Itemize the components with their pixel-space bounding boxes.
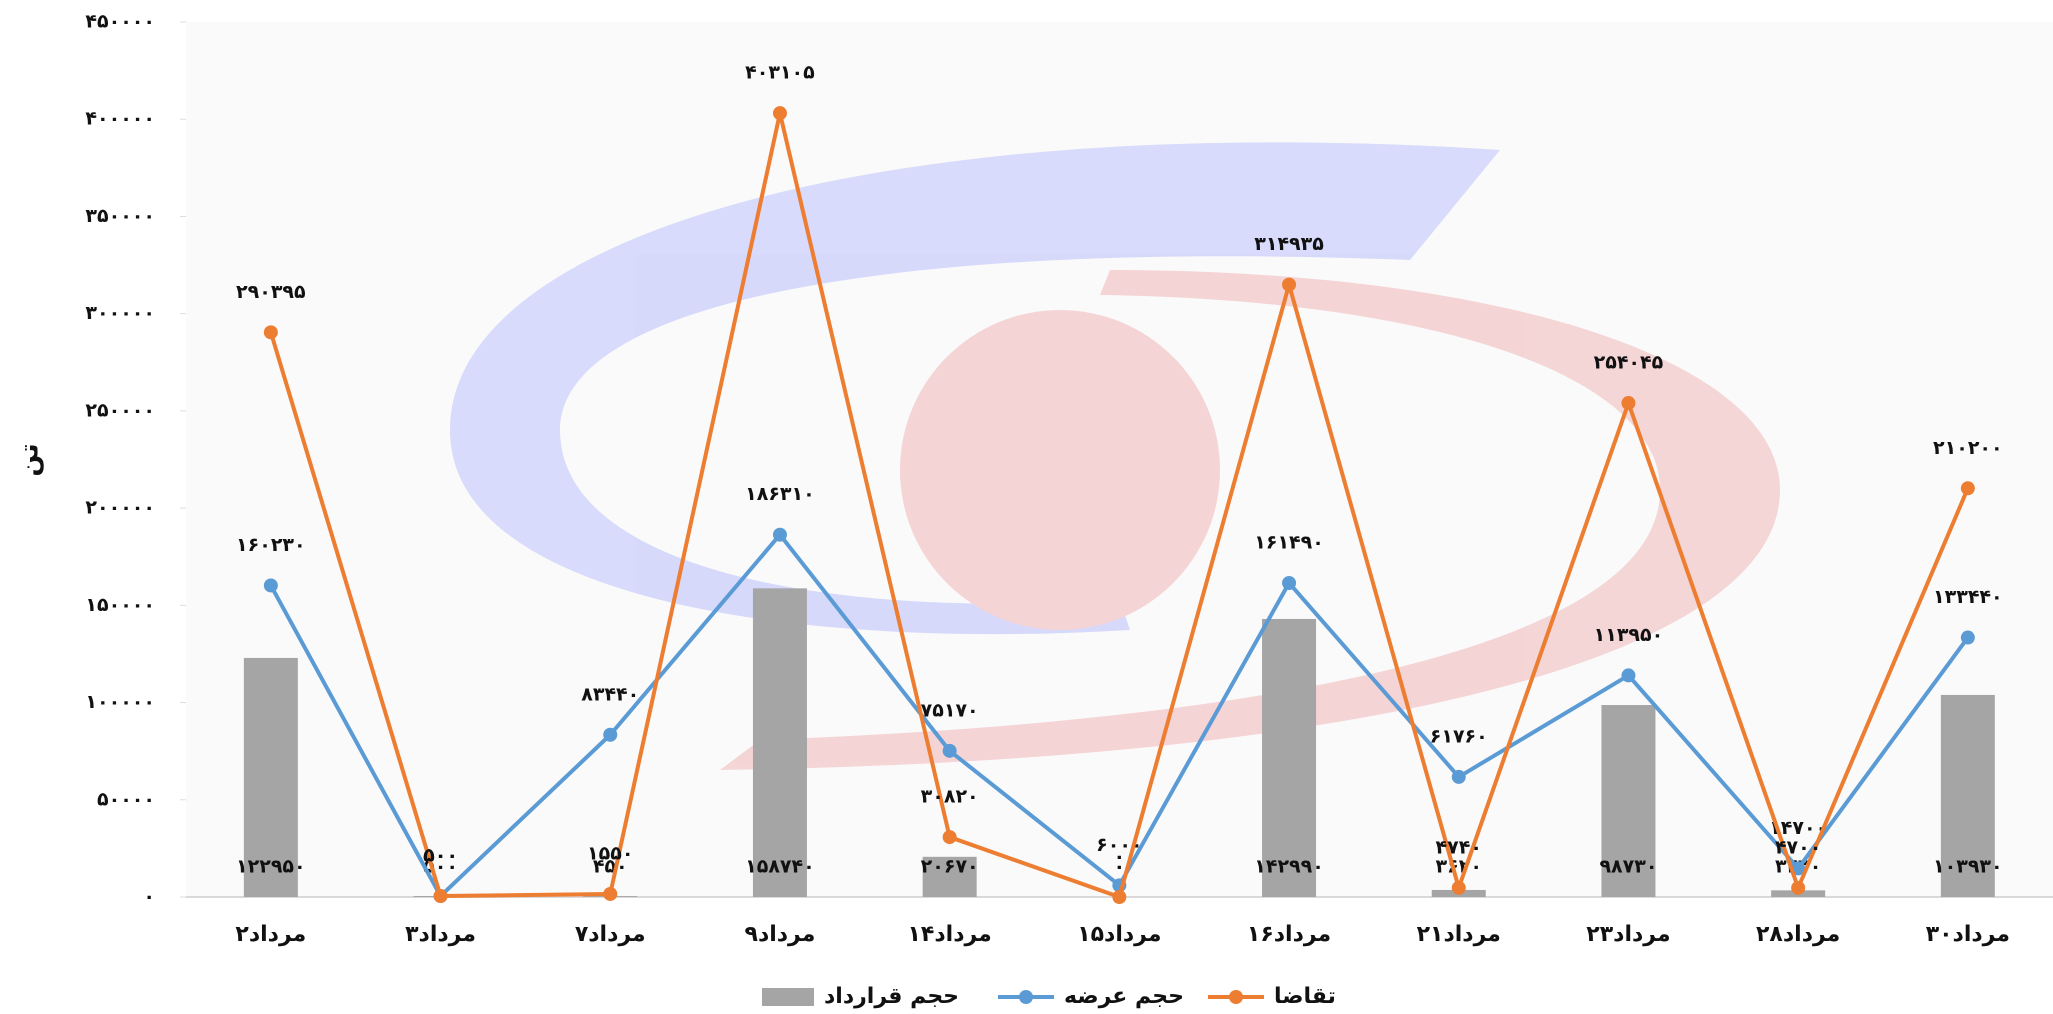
point-value-label: ۸۳۴۴۰ (581, 683, 639, 705)
point-value-label: ۱۳۳۴۴۰ (1933, 586, 2003, 608)
legend-label: حجم قرارداد (824, 984, 959, 1009)
series-point (772, 106, 787, 121)
series-point (1621, 668, 1636, 683)
series-point (1451, 769, 1466, 784)
point-value-label: ۳۱۴۹۳۵ (1254, 233, 1324, 255)
bar (752, 588, 807, 897)
watermark (450, 142, 1780, 770)
point-value-label: ۴۰۳۱۰۵ (745, 62, 815, 84)
y-tick-label: ۴۰۰۰۰۰ (85, 108, 155, 130)
bar (922, 856, 977, 897)
x-tick-label: ۲۸مرداد (1756, 922, 1840, 947)
point-value-label: ۱۵۵۰ (587, 842, 633, 864)
bar-value-label: ۱۵۸۷۴۰ (745, 856, 815, 878)
legend-label: حجم عرضه (1064, 984, 1184, 1009)
point-value-label: ۱۱۳۹۵۰ (1594, 624, 1664, 646)
series-point (263, 325, 278, 340)
bar (1601, 705, 1656, 897)
bar-value-label: ۱۴۲۹۹۰ (1254, 856, 1324, 878)
series-point (263, 578, 278, 593)
y-tick-label: ۰ (143, 886, 155, 908)
bar (1262, 618, 1317, 897)
y-tick-label: ۲۵۰۰۰۰ (85, 399, 155, 421)
series-point (603, 886, 618, 901)
x-tick-label: ۱۶مرداد (1247, 922, 1331, 947)
legend-swatch (1019, 990, 1033, 1004)
y-tick-label: ۳۵۰۰۰۰ (85, 205, 155, 227)
bar-value-label: ۹۸۷۳۰ (1599, 856, 1657, 878)
series-point (942, 743, 957, 758)
series-point (433, 889, 448, 904)
bar-value-label: ۱۲۲۹۵۰ (236, 856, 306, 878)
x-tick-label: ۳۰مرداد (1926, 922, 2010, 947)
point-value-label: ۳۰۸۲۰ (921, 786, 979, 808)
series-point (1621, 396, 1636, 411)
series-point (1282, 277, 1297, 292)
series-point (603, 727, 618, 742)
series-point (1282, 575, 1297, 590)
series-point (772, 527, 787, 542)
point-value-label: ۱۸۶۳۱۰ (745, 483, 815, 505)
bar (243, 657, 298, 897)
bar (1940, 694, 1995, 897)
y-tick-label: ۲۰۰۰۰۰ (85, 497, 155, 519)
point-value-label: ۶۱۷۶۰ (1430, 725, 1488, 747)
point-value-label: ۰ (1114, 846, 1126, 868)
legend-label: تقاضا (1274, 984, 1336, 1009)
point-value-label: ۱۶۱۴۹۰ (1254, 531, 1324, 553)
point-value-label: ۴۷۰۰ (1775, 836, 1821, 858)
x-tick-label: ۱۴مرداد (908, 922, 992, 947)
y-tick-label: ۵۰۰۰۰ (97, 788, 155, 810)
y-tick-label: ۳۰۰۰۰۰ (85, 302, 155, 324)
y-tick-label: ۱۰۰۰۰۰ (85, 691, 155, 713)
x-tick-label: ۹مرداد (745, 922, 816, 947)
bar-value-label: ۳۶۲۰ (1436, 856, 1482, 878)
x-tick-label: ۷مرداد (575, 922, 646, 947)
x-tick-label: ۱۵مرداد (1077, 922, 1161, 947)
bar-value-label: ۱۰۳۹۳۰ (1933, 856, 2003, 878)
point-value-label: ۲۵۴۰۴۵ (1594, 352, 1664, 374)
x-tick-label: ۳مرداد (405, 922, 476, 947)
point-value-label: ۷۵۱۷۰ (921, 699, 979, 721)
point-value-label: ۴۷۴۰ (1436, 836, 1482, 858)
series-point (1112, 890, 1127, 904)
bar-value-label: ۲۰۶۷۰ (921, 856, 979, 878)
x-tick-label: ۲۳مرداد (1586, 922, 1670, 947)
y-axis-title: تن (15, 443, 45, 476)
point-value-label: ۱۴۷۰۰ (1769, 817, 1827, 839)
x-tick-label: ۲مرداد (235, 922, 306, 947)
point-value-label: ۲۱۰۲۰۰ (1933, 437, 2003, 459)
point-value-label: ۵۰۰ (423, 845, 458, 867)
series-point (942, 830, 957, 845)
point-value-label: ۱۶۰۲۳۰ (236, 534, 306, 556)
x-tick-label: ۲۱مرداد (1417, 922, 1501, 947)
point-value-label: ۲۹۰۳۹۵ (236, 281, 306, 303)
legend-swatch (762, 988, 814, 1006)
series-point (1960, 630, 1975, 645)
y-tick-label: ۴۵۰۰۰۰ (85, 11, 155, 33)
bar-value-label: ۰ (1114, 856, 1126, 878)
plot-background (186, 22, 2053, 897)
y-tick-label: ۱۵۰۰۰۰ (85, 594, 155, 616)
series-point (1791, 880, 1806, 895)
series-point (1960, 481, 1975, 496)
legend-swatch (1229, 990, 1243, 1004)
series-point (1451, 880, 1466, 895)
